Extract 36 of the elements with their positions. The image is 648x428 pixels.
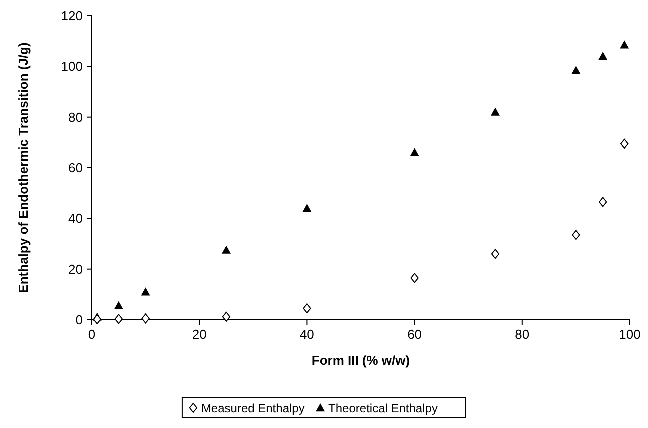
point xyxy=(572,66,581,74)
point xyxy=(302,204,312,212)
y-axis-title: Enthalpy of Endothermic Transition (J/g) xyxy=(16,42,31,294)
legend-label: Measured Enthalpy xyxy=(201,402,305,416)
x-tick-label: 60 xyxy=(408,327,422,342)
point xyxy=(598,52,608,60)
y-tick-label: 80 xyxy=(68,110,83,125)
point xyxy=(222,246,231,254)
y-tick-label: 0 xyxy=(76,312,83,328)
point xyxy=(222,312,231,322)
point xyxy=(491,249,500,260)
point xyxy=(491,108,500,116)
legend-label: Theoretical Enthalpy xyxy=(328,402,438,416)
point xyxy=(141,288,150,296)
x-tick-label: 40 xyxy=(300,327,314,342)
x-tick-label: 0 xyxy=(88,327,96,342)
x-tick-label: 80 xyxy=(515,327,530,342)
point xyxy=(93,314,102,324)
y-tick-label: 20 xyxy=(68,262,83,277)
x-axis-title: Form III (% w/w) xyxy=(312,353,410,368)
y-tick-label: 100 xyxy=(61,59,83,74)
y-tick-label: 60 xyxy=(68,160,83,176)
point xyxy=(303,304,312,314)
point xyxy=(410,273,419,284)
point xyxy=(620,40,630,49)
x-tick-label: 100 xyxy=(619,327,641,342)
point xyxy=(114,314,123,324)
point xyxy=(599,197,608,208)
point xyxy=(410,148,420,156)
point xyxy=(114,301,124,310)
y-tick-label: 120 xyxy=(61,8,83,24)
point xyxy=(620,138,629,149)
point xyxy=(572,230,580,240)
y-tick-label: 40 xyxy=(68,211,83,226)
point xyxy=(142,314,150,324)
x-tick-label: 20 xyxy=(192,327,207,342)
